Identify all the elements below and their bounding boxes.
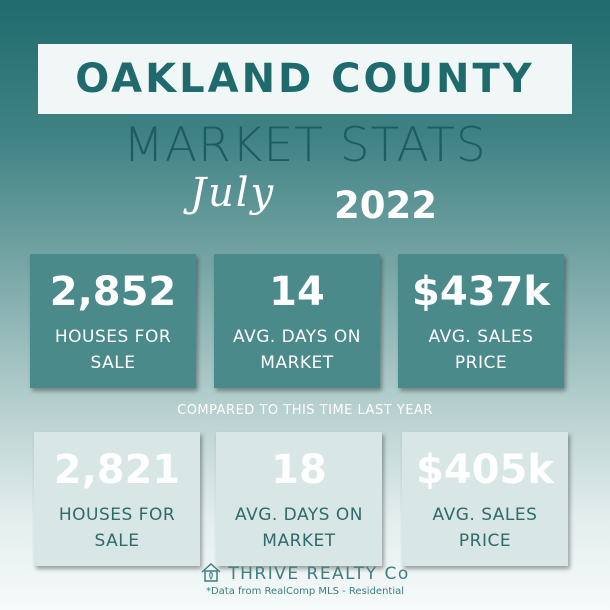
stat-card-avg-sales-price: $437k AVG. SALES PRICE [398,254,564,388]
title-banner: OAKLAND COUNTY [38,44,572,114]
brand-name: THRIVE REALTY Co [228,564,410,584]
prev-stat-card-avg-sales-price: $405k AVG. SALES PRICE [402,432,568,566]
stat-label: AVG. DAYS ON MARKET [235,505,363,551]
stat-value: 14 [269,269,325,315]
market-stats-heading: MARKET STATS [123,118,487,173]
data-source-note: *Data from RealComp MLS - Residential [205,586,405,597]
stat-label: AVG. DAYS ON MARKET [233,327,361,373]
stat-card-houses-for-sale: 2,852 HOUSES FOR SALE [30,254,196,388]
year-label: 2022 [334,184,437,227]
stat-card-avg-days-on-market: 14 AVG. DAYS ON MARKET [214,254,380,388]
stat-label: HOUSES FOR SALE [54,327,172,373]
stat-label: AVG. SALES PRICE [428,327,534,373]
stat-value: 18 [271,447,327,493]
stat-value: 2,821 [53,447,181,493]
prev-stat-card-avg-days-on-market: 18 AVG. DAYS ON MARKET [216,432,382,566]
comparison-caption: COMPARED TO THIS TIME LAST YEAR [177,403,433,418]
stat-label: AVG. SALES PRICE [432,505,538,551]
prev-stat-card-houses-for-sale: 2,821 HOUSES FOR SALE [34,432,200,566]
brand-logo: THRIVE REALTY Co [0,562,610,586]
stat-label: HOUSES FOR SALE [58,505,176,551]
stat-value: 2,852 [49,269,177,315]
stat-value: $437k [412,269,550,315]
county-title: OAKLAND COUNTY [75,56,535,102]
house-icon [200,562,222,586]
month-label: July [190,170,276,216]
stat-value: $405k [416,447,554,493]
